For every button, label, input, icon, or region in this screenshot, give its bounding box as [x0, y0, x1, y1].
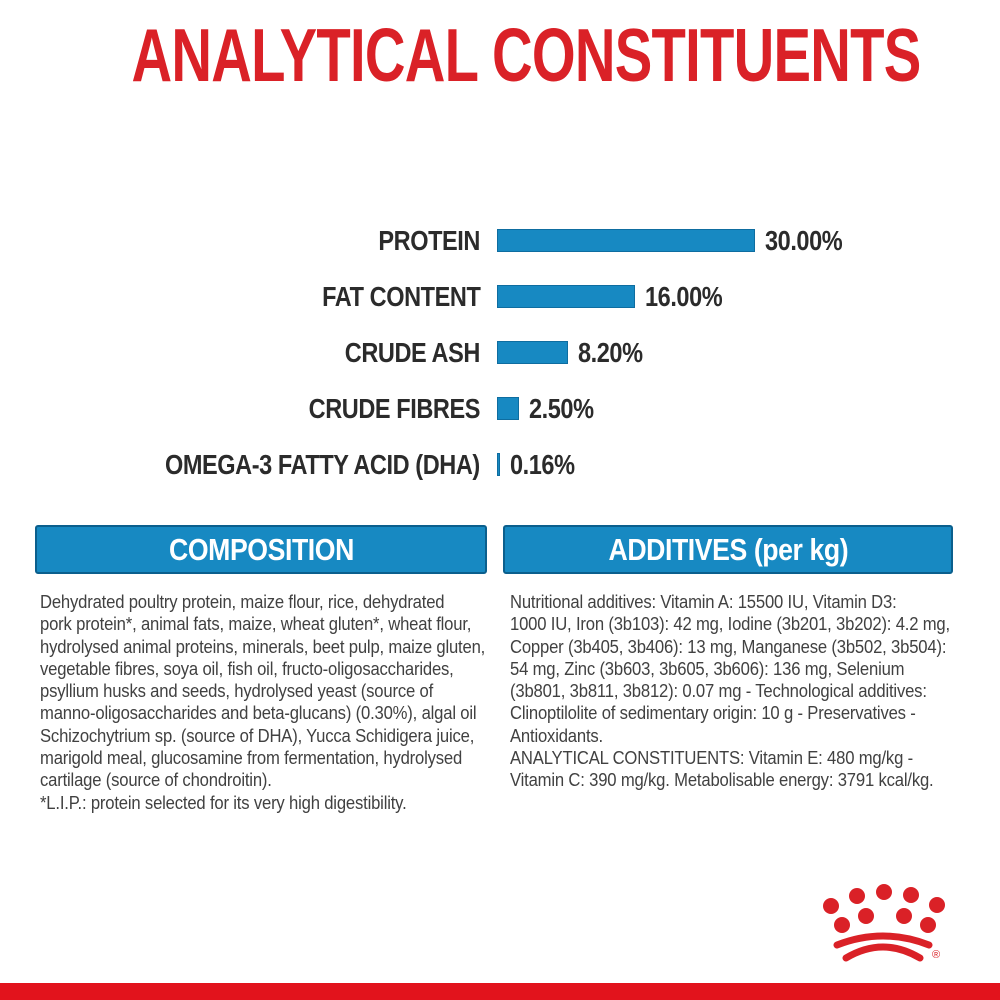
composition-line: manno-oligosaccharides and beta-glucans)…	[40, 702, 477, 724]
chart-bar	[497, 285, 635, 308]
chart-bar-value: 30.00%	[765, 224, 843, 256]
additives-line: 1000 IU, Iron (3b103): 42 mg, Iodine (3b…	[510, 613, 950, 635]
composition-line: Dehydrated poultry protein, maize flour,…	[40, 591, 445, 612]
additives-text: Nutritional additives: Vitamin A: 15500 …	[510, 591, 960, 792]
additives-line: Nutritional additives: Vitamin A: 15500 …	[510, 591, 897, 612]
additives-line: Clinoptilolite of sedimentary origin: 10…	[510, 702, 916, 724]
composition-line: vegetable fibres, soya oil, fish oil, fr…	[40, 657, 454, 679]
composition-line: cartilage (source of chondroitin).	[40, 769, 272, 791]
page-title: ANALYTICAL CONSTITUENTS	[0, 16, 1000, 95]
composition-line: pork protein*, animal fats, maize, wheat…	[40, 613, 472, 635]
additives-line: ANALYTICAL CONSTITUENTS: Vitamin E: 480 …	[510, 747, 913, 769]
chart-row: CRUDE FIBRES 2.50%	[0, 393, 1000, 424]
additives-line: (3b801, 3b811, 3b812): 0.07 mg - Technol…	[510, 680, 927, 702]
chart-bar-value: 8.20%	[577, 336, 643, 368]
chart-bar	[497, 397, 519, 420]
additives-line: Vitamin C: 390 mg/kg. Metabolisable ener…	[510, 769, 934, 791]
composition-text: Dehydrated poultry protein, maize flour,…	[40, 591, 490, 814]
royal-canin-crown-icon: ®	[823, 884, 945, 962]
chart-bar-value: 2.50%	[528, 392, 594, 424]
composition-line: psyllium husks and seeds, hydrolysed yea…	[40, 680, 434, 702]
chart-bar-value: 0.16%	[510, 448, 575, 480]
chart-row: CRUDE ASH 8.20%	[0, 337, 1000, 368]
chart-bar	[497, 229, 755, 252]
chart-row-label: CRUDE ASH	[344, 336, 481, 368]
chart-bar	[497, 341, 568, 364]
chart-row-label: PROTEIN	[378, 224, 480, 256]
page-title-text: ANALYTICAL CONSTITUENTS	[131, 13, 922, 97]
chart-row-label: OMEGA-3 FATTY ACID (DHA)	[165, 448, 480, 480]
bottom-red-bar	[0, 983, 1000, 1000]
additives-line: 54 mg, Zinc (3b603, 3b605, 3b606): 136 m…	[510, 657, 905, 679]
registered-trademark: ®	[932, 949, 940, 961]
composition-line: Schizochytrium sp. (source of DHA), Yucc…	[40, 724, 475, 746]
lip-footnote: *L.I.P.: protein selected for its very h…	[40, 791, 407, 813]
analytical-constituents-chart: PROTEIN 30.00% FAT CONTENT 16.00% CRUDE …	[0, 225, 1000, 509]
chart-bar-value: 16.00%	[644, 280, 723, 312]
composition-line: marigold meal, glucosamine from fermenta…	[40, 747, 463, 769]
chart-bar	[497, 453, 500, 476]
chart-row-label: CRUDE FIBRES	[308, 392, 481, 424]
chart-row-label: FAT CONTENT	[321, 280, 481, 312]
chart-row: FAT CONTENT 16.00%	[0, 281, 1000, 312]
additives-line: Copper (3b405, 3b406): 13 mg, Manganese …	[510, 635, 947, 657]
composition-line: hydrolysed animal proteins, minerals, be…	[40, 635, 486, 657]
additives-header: ADDITIVES (per kg)	[503, 525, 953, 574]
additives-line: Antioxidants.	[510, 724, 603, 746]
composition-header: COMPOSITION	[35, 525, 487, 574]
chart-row: OMEGA-3 FATTY ACID (DHA) 0.16%	[0, 449, 1000, 480]
chart-row: PROTEIN 30.00%	[0, 225, 1000, 256]
